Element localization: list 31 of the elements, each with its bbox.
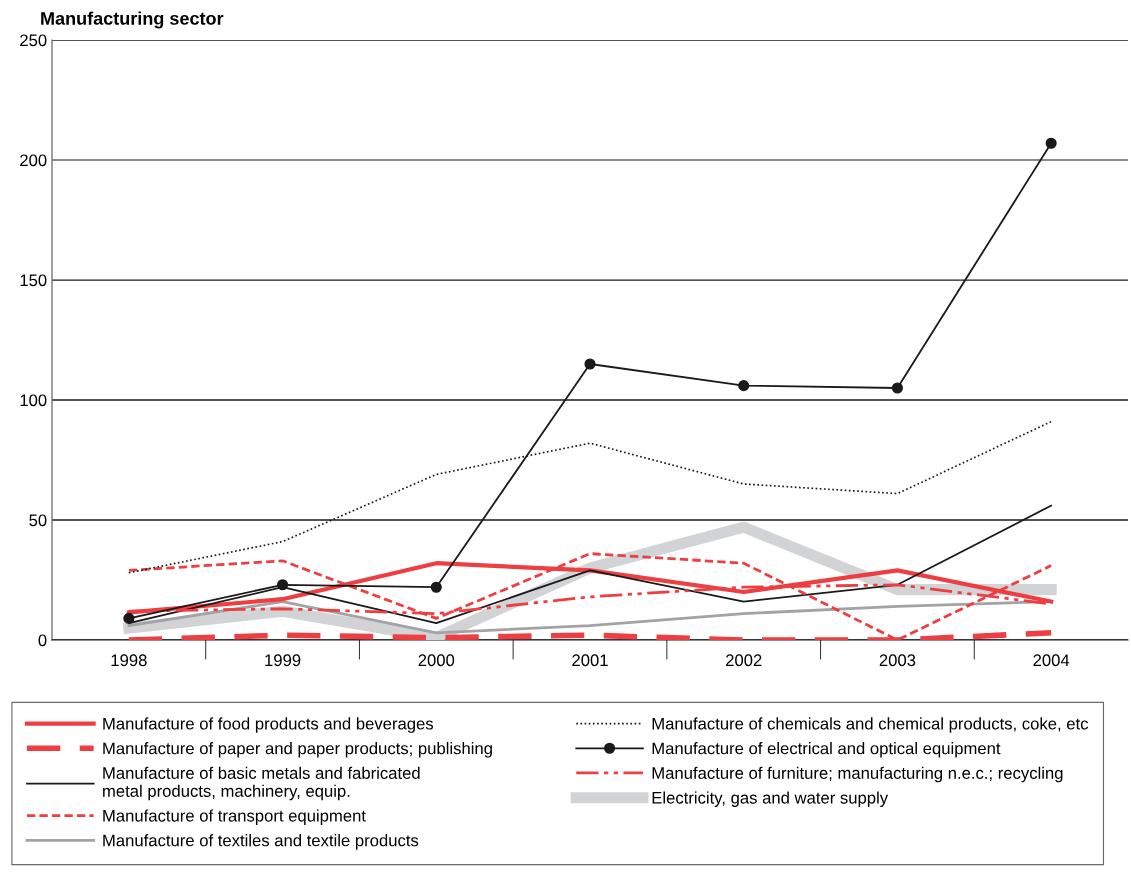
point	[123, 612, 135, 624]
legend-label: Manufacture of chemicals and chemical products, coke, etc	[652, 717, 1089, 733]
legend-label: Manufacture of furniture; manufacturing n.e.c.; recycling	[652, 766, 1063, 783]
legend-label: Manufacture of food products and beverages	[103, 717, 434, 733]
point	[584, 358, 596, 370]
y-tick-label: 0	[38, 634, 47, 647]
x-tick-label: 2004	[1033, 654, 1070, 667]
x-tick-label: 1999	[265, 654, 301, 667]
line-series	[127, 552, 1053, 640]
chart-title: Manufacturing sector	[41, 11, 224, 29]
x-tick-label: 2000	[418, 654, 455, 667]
legend-label: Manufacture of basic metals and fabricated metal products, machinery, equip.	[103, 766, 420, 801]
point	[430, 581, 442, 593]
x-tick-label: 1998	[111, 654, 147, 667]
point	[891, 382, 903, 394]
legend-label: Manufacture of electrical and optical equipment	[652, 742, 1001, 758]
y-tick-label: 50	[29, 514, 47, 527]
y-tick-label: 200	[20, 154, 47, 167]
point	[1045, 137, 1057, 149]
point	[277, 579, 289, 591]
x-tick-label: 2001	[572, 654, 608, 667]
y-tick-label: 100	[20, 394, 47, 407]
x-tick-label: 2002	[726, 654, 762, 667]
legend-label: Electricity, gas and water supply	[652, 791, 889, 807]
y-tick-label: 250	[20, 34, 47, 47]
point	[738, 380, 750, 392]
legend-label: Manufacture of paper and paper products; publishing	[103, 742, 492, 758]
y-tick-label: 150	[20, 274, 47, 287]
x-tick-label: 2003	[879, 654, 916, 667]
legend-label: Manufacture of transport equipment	[103, 809, 366, 825]
legend-label: Manufacture of textiles and textile products	[103, 834, 419, 850]
